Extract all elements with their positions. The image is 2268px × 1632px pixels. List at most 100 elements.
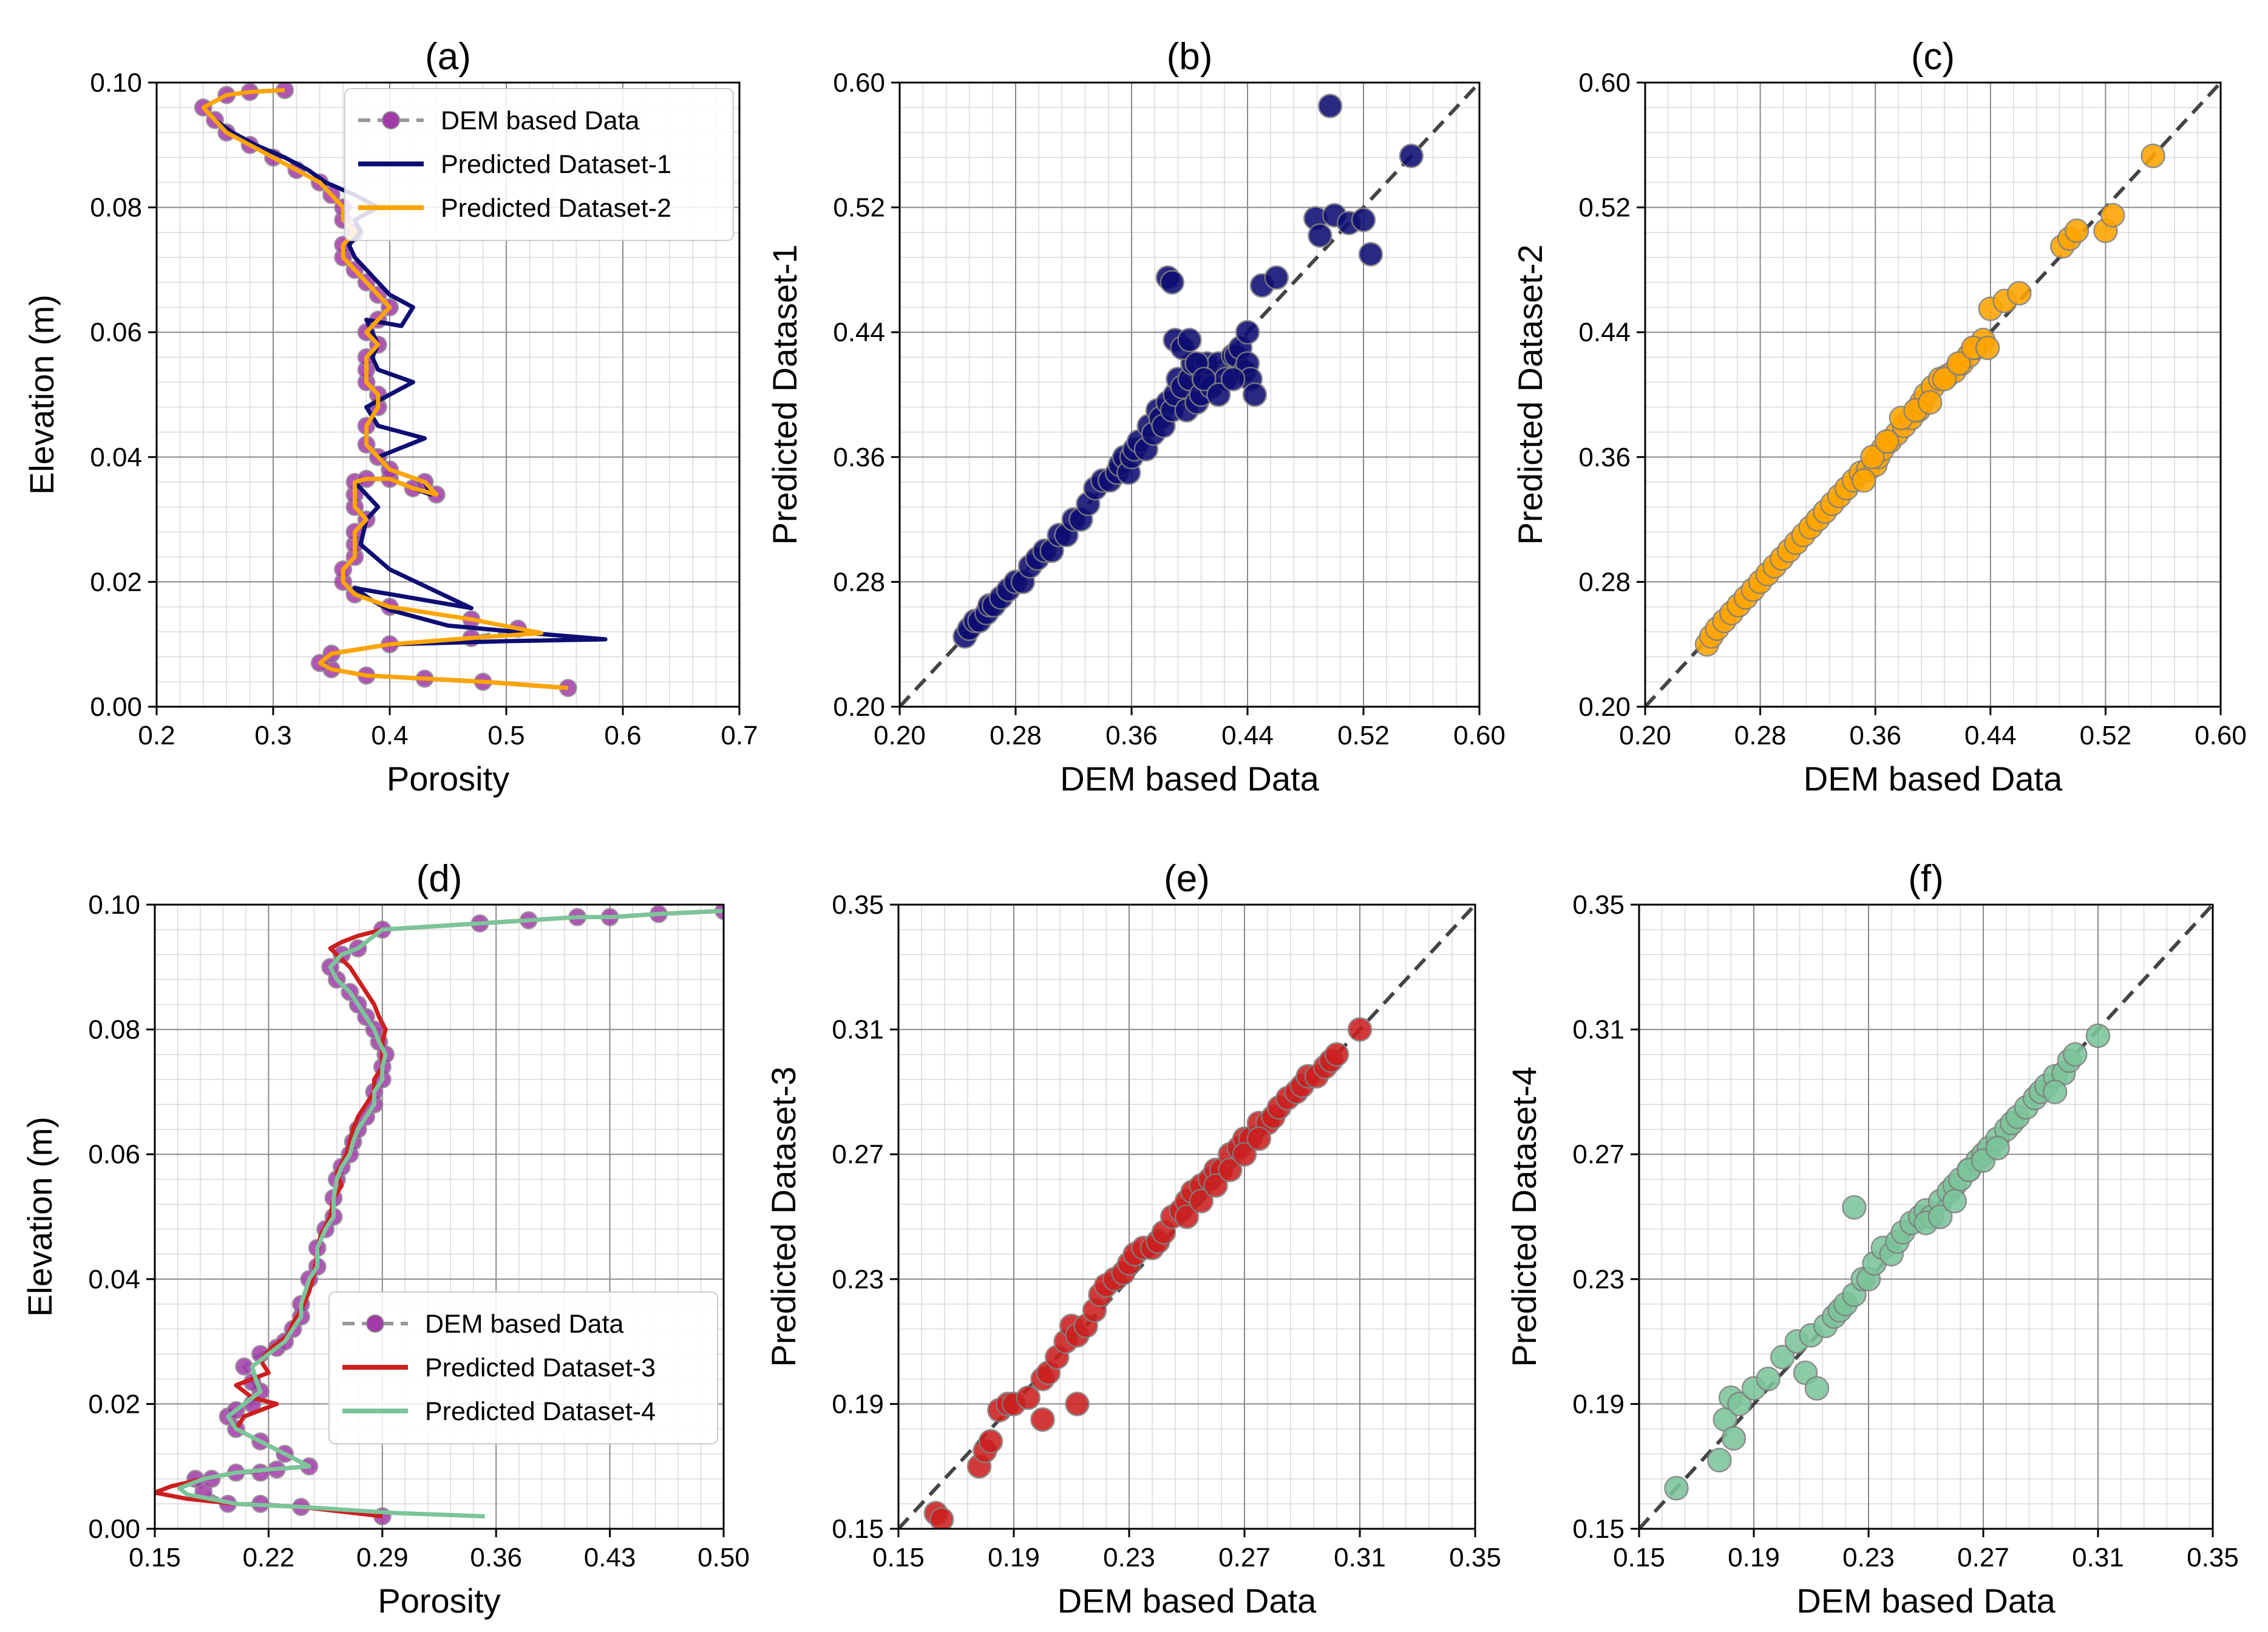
y-tick-label: 0.44 — [833, 318, 885, 347]
scatter-point — [1946, 351, 1971, 376]
y-tick-label: 0.00 — [88, 1514, 140, 1544]
x-tick-label: 0.15 — [1613, 1543, 1665, 1572]
plot-area-c — [1645, 83, 2221, 707]
x-tick-label: 0.44 — [1221, 721, 1274, 750]
y-tick-label: 0.27 — [1572, 1140, 1625, 1169]
x-tick-label: 0.4 — [371, 721, 408, 750]
scatter-point — [1918, 390, 1943, 415]
scatter-point — [1860, 444, 1885, 470]
scatter-point — [1932, 367, 1957, 392]
x-tick-label: 0.36 — [1849, 721, 1901, 750]
ticks-e: 0.15 0.19 0.23 0.27 0.31 0.35 0.15 0.19 0.23 0.27… — [832, 890, 1501, 1572]
data-point-dem — [235, 1357, 254, 1376]
x-tick-label: 0.36 — [1105, 721, 1158, 750]
x-axis-label: DEM based Data — [1804, 760, 2063, 798]
y-tick-label: 0.36 — [1578, 443, 1631, 472]
panel-title: (c) — [1911, 36, 1955, 78]
y-tick-label: 0.28 — [1578, 567, 1631, 597]
y-tick-label: 0.52 — [1578, 193, 1631, 223]
scatter-point — [1192, 367, 1217, 392]
y-tick-label: 0.52 — [833, 193, 885, 223]
y-tick-label: 0.44 — [1578, 318, 1631, 347]
scatter-point — [2100, 203, 2125, 228]
axes-frame-c — [1644, 81, 2222, 708]
x-tick-label: 0.50 — [698, 1543, 750, 1572]
panel-f: 0.15 0.19 0.23 0.27 0.31 0.35 0.15 0.19 0.23 0.27… — [1505, 858, 2239, 1620]
x-tick-label: 0.35 — [2187, 1543, 2239, 1572]
plot-area-e — [898, 905, 1475, 1529]
scatter-point — [1264, 265, 1289, 290]
x-tick-label: 0.60 — [2195, 721, 2247, 750]
legend-box — [344, 88, 734, 241]
scatter-point — [1842, 1195, 1867, 1220]
legend-swatch-marker — [366, 1314, 384, 1333]
ticks-f: 0.15 0.19 0.23 0.27 0.31 0.35 0.15 0.19 0.23 0.27… — [1572, 890, 2238, 1572]
x-tick-label: 0.28 — [990, 721, 1042, 750]
scatter-point — [1030, 1407, 1055, 1432]
y-axis-label: Predicted Dataset-2 — [1511, 245, 1549, 545]
ticks-c: 0.20 0.28 0.36 0.44 0.52 0.60 0.20 0.28 0.36 0.44… — [1578, 68, 2246, 750]
x-tick-label: 0.19 — [1728, 1543, 1780, 1572]
panel-title: (e) — [1164, 858, 1210, 900]
scatter-point — [1985, 1135, 2010, 1161]
y-tick-label: 0.10 — [90, 68, 142, 98]
scatter-point — [1016, 1385, 1041, 1410]
y-tick-label: 0.06 — [90, 318, 142, 347]
x-tick-label: 0.52 — [2080, 721, 2132, 750]
panel-title: (d) — [416, 858, 463, 900]
scatter-point — [1927, 1204, 1953, 1229]
scatter-point — [1235, 319, 1260, 345]
scatter-point — [2064, 218, 2090, 243]
scatter-point — [1727, 1392, 1752, 1416]
x-tick-label: 0.19 — [988, 1543, 1040, 1572]
y-tick-label: 0.15 — [832, 1514, 884, 1544]
legend-label: Predicted Dataset-3 — [425, 1353, 656, 1382]
x-tick-label: 0.2 — [138, 721, 175, 750]
y-tick-label: 0.36 — [833, 443, 885, 472]
scatter-point — [1804, 1376, 1830, 1401]
x-tick-label: 0.29 — [356, 1543, 409, 1572]
y-tick-label: 0.06 — [88, 1140, 140, 1169]
y-tick-label: 0.19 — [1572, 1389, 1625, 1419]
scatter-point — [1358, 242, 1384, 267]
series-line-predicted-dataset-4 — [177, 908, 724, 1518]
x-tick-label: 0.27 — [1957, 1543, 2009, 1572]
x-tick-label: 0.36 — [470, 1543, 522, 1572]
legend-d: DEM based Data Predicted Dataset-3 Predict… — [328, 1291, 718, 1444]
y-axis-label: Elevation (m) — [22, 294, 61, 495]
x-tick-label: 0.22 — [243, 1543, 295, 1572]
scatter-point — [1065, 1392, 1090, 1416]
y-axis-label: Predicted Dataset-4 — [1505, 1067, 1543, 1367]
scatter-point — [2141, 143, 2165, 169]
y-tick-label: 0.04 — [88, 1265, 140, 1294]
x-axis-label: Porosity — [387, 760, 509, 798]
y-tick-label: 0.31 — [832, 1015, 884, 1045]
x-tick-label: 0.23 — [1842, 1543, 1895, 1572]
scatter-point — [1721, 1426, 1747, 1451]
scatter-point — [1756, 1367, 1781, 1392]
scatter-point — [1399, 143, 1424, 169]
plot-area-a — [194, 83, 608, 698]
x-tick-label: 0.7 — [721, 721, 758, 750]
scatter-point — [1975, 335, 2000, 361]
y-tick-label: 0.15 — [1572, 1514, 1625, 1544]
panel-e: 0.15 0.19 0.23 0.27 0.31 0.35 0.15 0.19 0.23 0.27… — [764, 858, 1501, 1620]
axes-frame-b — [898, 81, 1481, 708]
x-tick-label: 0.27 — [1218, 1543, 1271, 1572]
plot-area-b — [900, 83, 1479, 707]
scatter-point — [1317, 93, 1343, 118]
x-tick-label: 0.31 — [1334, 1543, 1386, 1572]
axes-frame-d — [154, 903, 725, 1530]
x-tick-label: 0.60 — [1453, 721, 1506, 750]
scatter-point — [2085, 1023, 2111, 1049]
panel-title: (b) — [1167, 36, 1213, 78]
y-tick-label: 0.19 — [832, 1389, 884, 1419]
y-tick-label: 0.00 — [90, 692, 142, 722]
x-axis-label: DEM based Data — [1796, 1582, 2056, 1620]
scatter-point — [1851, 468, 1876, 493]
x-tick-label: 0.35 — [1449, 1543, 1501, 1572]
x-tick-label: 0.20 — [874, 721, 926, 750]
panel-a: 0.2 0.3 0.4 0.5 0.6 0.7 0.00 0.02 0.04 0.06 0.08 0.… — [22, 36, 758, 798]
y-tick-label: 0.60 — [1578, 68, 1631, 98]
